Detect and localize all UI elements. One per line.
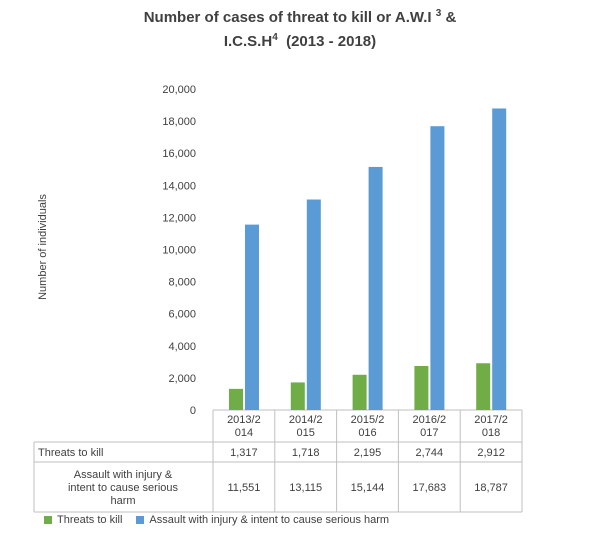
x-tick-label: 015: [297, 427, 315, 439]
title-line2a: I.C.S.H: [223, 33, 273, 50]
y-tick-label: 18,000: [162, 116, 196, 128]
table-cell-value: 18,787: [474, 482, 508, 494]
x-tick-label: 018: [482, 427, 500, 439]
bar-threats: [476, 363, 491, 410]
bar-assault: [492, 108, 507, 410]
bar-threats: [352, 374, 367, 410]
y-tick-label: 8,000: [168, 277, 196, 289]
bar-threats: [229, 388, 243, 410]
table-row-label: intent to cause serious: [68, 482, 179, 494]
bar-assault: [306, 199, 321, 410]
table-row-label: Threats to kill: [38, 447, 103, 459]
table-cell-value: 1,718: [292, 447, 320, 459]
legend-swatch-assault: [136, 516, 145, 524]
bar-assault: [245, 224, 259, 410]
title-amp: &: [441, 9, 457, 26]
x-tick-label: 2013/2: [227, 414, 261, 426]
legend-item-threats: Threats to kill: [44, 514, 122, 526]
x-tick-label: 016: [358, 427, 376, 439]
legend-label-assault: Assault with injury & intent to cause se…: [149, 514, 390, 526]
title-line2b: (2013 - 2018): [277, 33, 377, 50]
x-tick-label: 2017/2: [474, 414, 508, 426]
table-cell-value: 15,144: [351, 482, 385, 494]
x-tick-label: 2015/2: [351, 414, 385, 426]
legend-swatch-threats: [44, 516, 52, 524]
legend: Threats to kill Assault with injury & in…: [44, 514, 389, 526]
y-tick-label: 0: [190, 405, 196, 417]
y-tick-label: 4,000: [168, 341, 196, 353]
bar-threats: [414, 365, 429, 410]
title-line1: Number of cases of threat to kill or A.W…: [143, 9, 432, 26]
bar-threats: [290, 382, 305, 410]
y-tick-label: 14,000: [162, 180, 196, 192]
title-sup1: 3: [435, 8, 442, 19]
y-tick-label: 2,000: [168, 373, 196, 385]
y-tick-label: 12,000: [162, 212, 196, 224]
bar-assault: [430, 126, 445, 410]
chart-title: Number of cases of threat to kill or A.W…: [40, 4, 560, 52]
table-row-label: Assault with injury &: [74, 469, 173, 481]
table-row-label: harm: [110, 495, 135, 507]
y-tick-label: 6,000: [168, 309, 196, 321]
table-cell-value: 2,195: [354, 447, 382, 459]
table-cell-value: 2,912: [477, 447, 505, 459]
x-tick-label: 2014/2: [289, 414, 323, 426]
legend-item-assault: Assault with injury & intent to cause se…: [136, 514, 389, 526]
y-tick-label: 10,000: [162, 245, 196, 257]
table-cell-value: 1,317: [230, 447, 258, 459]
table-cell-value: 17,683: [412, 482, 446, 494]
title-sup2: 4: [272, 32, 278, 43]
x-tick-label: 014: [235, 427, 253, 439]
table-cell-value: 11,551: [227, 482, 260, 494]
table-cell-value: 13,115: [289, 482, 322, 494]
table-cell-value: 2,744: [416, 447, 444, 459]
legend-label-threats: Threats to kill: [57, 514, 123, 526]
y-tick-label: 20,000: [162, 84, 196, 96]
x-tick-label: 017: [420, 427, 438, 439]
bar-assault: [368, 166, 383, 410]
x-tick-label: 2016/2: [412, 414, 446, 426]
y-tick-label: 16,000: [162, 148, 196, 160]
